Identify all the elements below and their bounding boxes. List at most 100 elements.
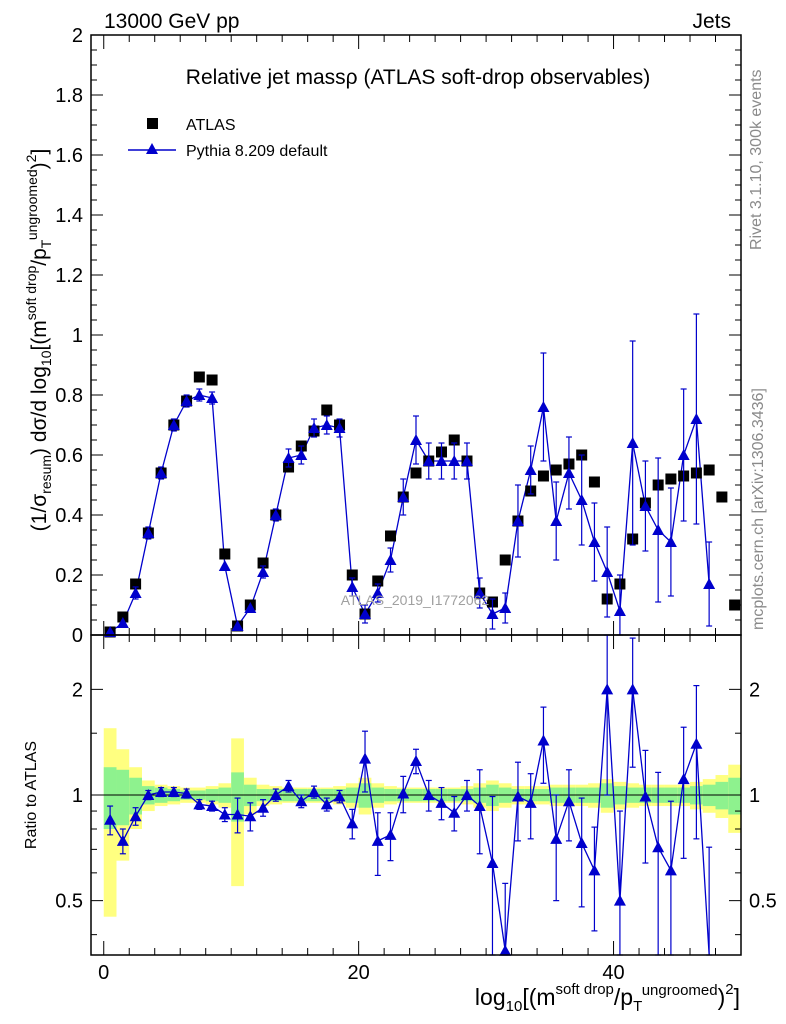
ratio-y-tick-label-right: 1 [749,785,760,807]
ratio-data-point [333,790,346,802]
legend-atlas-marker [147,118,158,129]
ratio-data-point [167,785,180,797]
main-y-tick-label: 1.6 [55,145,83,167]
ratio-data-point [690,737,703,749]
ratio-data-point [537,734,550,746]
ratio-data-point [320,798,333,810]
analysis-watermark: ATLAS_2019_I1772062 [341,592,490,608]
ratio-data-point [155,785,168,797]
ratio-data-point [231,808,244,820]
ratio-series-line [109,689,710,956]
atlas-data-point [729,599,741,611]
pythia-data-point [664,536,677,547]
ratio-data-point [448,806,461,818]
ratio-data-point [410,754,422,766]
ratio-y-tick-label: 2 [72,679,83,701]
x-tick-label: 40 [602,962,624,984]
atlas-data-point [321,404,333,416]
atlas-data-point [257,557,269,569]
main-y-axis-label: (1/σresum) dσ/d log10[(msoft drop/pTungr… [23,149,54,532]
legend-pythia-label: Pythia 8.209 default [186,143,328,160]
pythia-data-point [397,491,410,502]
legend-pythia-marker [146,143,158,154]
main-data-marks [104,313,741,638]
pythia-data-point [282,452,295,463]
pythia-data-point [320,419,333,430]
main-y-tick-label: 0.4 [55,505,83,527]
ratio-data-point [664,864,677,876]
ratio-band-inner [728,777,741,815]
ratio-data-point [371,834,384,846]
pythia-data-point [142,527,155,538]
ratio-data-point [575,836,588,848]
ratio-panel: 0 20 40 0.5 0.5 1 1 2 2 Ratio to ATLAS log10[(ms… [23,634,777,1015]
ratio-data-point [206,800,219,812]
ratio-data-point [562,795,575,807]
ratio-data-point [384,828,397,840]
atlas-data-point [665,473,677,485]
main-y-tick-label: 0 [72,625,83,647]
process-label: Jets [692,10,731,33]
ratio-data-point [499,944,512,956]
pythia-data-point [180,395,193,406]
pythia-data-point [346,581,359,592]
pythia-data-point [524,464,537,475]
chart-title: Relative jet massρ (ATLAS soft-drop obse… [186,66,650,89]
pythia-data-point [677,449,690,460]
main-y-tick-label: 1.4 [55,205,83,227]
ratio-y-tick-label-right: 0.5 [749,891,777,913]
pythia-data-point [410,434,422,445]
ratio-data-point [422,789,435,800]
ratio-band-inner [231,772,244,822]
atlas-data-point [499,554,511,566]
pythia-data-point [537,401,550,412]
atlas-data-point [588,476,600,488]
pythia-data-point [588,536,601,547]
ratio-data-point [588,864,601,876]
pythia-data-point [155,467,168,478]
pythia-data-point [422,455,435,466]
ratio-y-tick-label-right: 2 [749,679,760,701]
pythia-data-point [269,509,282,520]
ratio-data-point [116,834,129,846]
pythia-data-point [652,524,665,535]
ratio-data-point [104,813,117,825]
ratio-data-point [295,795,308,807]
atlas-data-point [385,530,397,542]
atlas-data-point [716,491,728,503]
legend: ATLAS Pythia 8.209 default [128,117,328,160]
main-y-tick-label: 1.2 [55,265,83,287]
ratio-band-inner [715,781,729,810]
pythia-data-point [206,392,219,403]
pythia-data-point [129,587,142,598]
pythia-data-point [575,494,588,505]
atlas-data-point [550,464,562,476]
main-panel: 0 0.2 0.4 0.6 0.8 1 1.2 1.4 1.6 1.8 2 Relative jet… [23,25,742,647]
ratio-data-point [282,780,295,792]
ratio-band-inner [103,767,117,830]
x-axis-label: log10[(msoft drop/pTungroomed)2] [475,981,740,1015]
pythia-data-point [116,617,129,628]
pythia-data-point [371,587,384,598]
ratio-data-point [486,857,499,869]
main-y-ticks: 0 0.2 0.4 0.6 0.8 1 1.2 1.4 1.6 1.8 2 [55,25,742,647]
pythia-data-point [435,455,448,466]
pythia-data-point [167,419,180,430]
energy-label: 13000 GeV pp [104,10,239,33]
legend-atlas-label: ATLAS [186,117,236,134]
ratio-data-point [601,683,614,695]
main-y-tick-label: 1.8 [55,85,83,107]
ratio-data-point [613,894,626,906]
ratio-data-point [129,810,142,822]
pythia-data-point [511,515,524,526]
main-y-tick-label: 0.6 [55,445,83,467]
ratio-data-point [359,752,372,764]
ratio-data-point [550,832,563,844]
main-y-tick-label: 0.2 [55,565,83,587]
ratio-data-point [142,789,155,800]
pythia-data-point [690,413,703,424]
pythia-data-point [601,566,614,577]
pythia-data-point [562,467,575,478]
main-y-tick-label: 2 [72,25,83,47]
